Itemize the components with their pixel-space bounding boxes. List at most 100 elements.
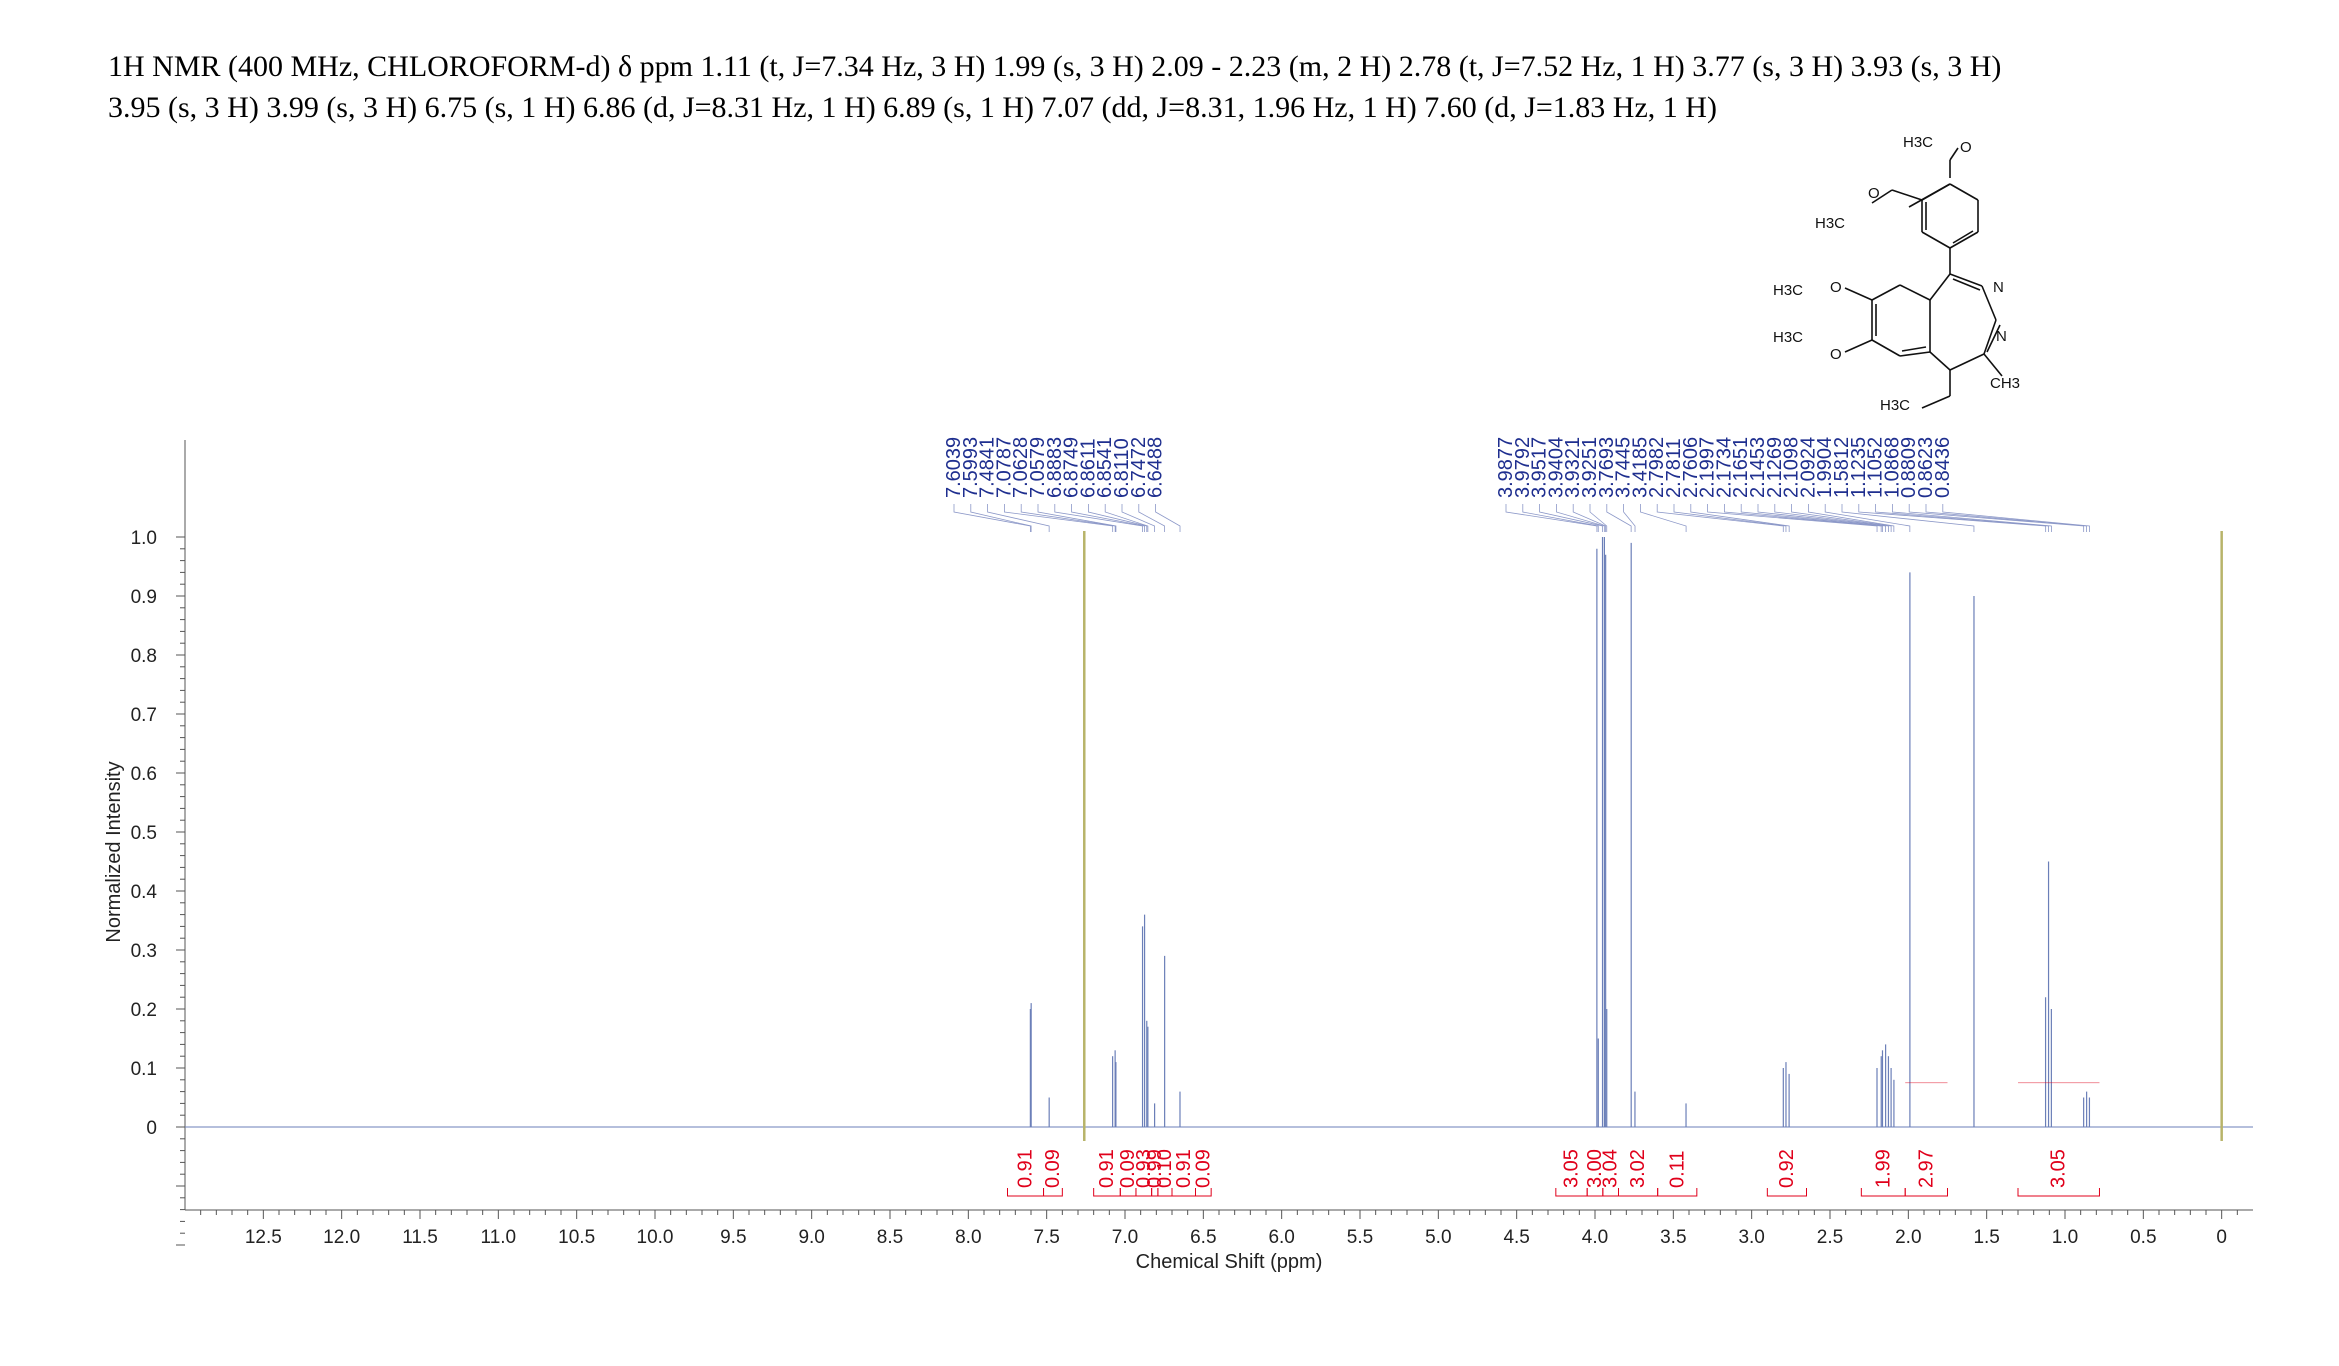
peak-label: 7.6039 <box>943 437 965 498</box>
integral-bracket <box>2017 1188 2100 1197</box>
y-tick-label: 0.2 <box>131 1000 157 1021</box>
integral-bracket <box>1135 1188 1153 1197</box>
integral-value: 3.00 <box>1584 1149 1606 1188</box>
integral-value: 0.11 <box>1666 1151 1688 1188</box>
x-axis-title: Chemical Shift (ppm) <box>1136 1251 1323 1273</box>
x-tick-label: 12.0 <box>323 1227 360 1248</box>
structure-bond <box>1981 285 1997 321</box>
structure-bond <box>1899 284 1931 301</box>
x-tick-label: 2.5 <box>1817 1227 1843 1248</box>
x-tick-label: 3.0 <box>1738 1227 1764 1248</box>
spectrum-trace <box>185 531 2253 1141</box>
integral-value: 0.99 <box>1144 1149 1166 1188</box>
structure-bond <box>1952 278 1981 291</box>
peak-label-leader <box>1892 504 2052 532</box>
peak-label-leader <box>1690 504 1790 532</box>
peak-label: 1.5812 <box>1831 437 1853 498</box>
integral-bracket <box>1904 1188 1948 1197</box>
integral-value: 3.05 <box>1561 1149 1583 1188</box>
structure-atom-label: N <box>1996 328 2007 345</box>
peak-label: 6.8749 <box>1061 437 1083 498</box>
peak-label: 2.1453 <box>1747 437 1769 498</box>
y-tick-label: 0.3 <box>131 941 157 962</box>
peak-label-leader <box>1088 504 1148 532</box>
peak-label: 7.5993 <box>960 437 982 498</box>
peak-label-leader <box>953 504 1031 532</box>
peak-label: 3.7445 <box>1613 437 1635 498</box>
integral-value: 3.04 <box>1600 1149 1622 1188</box>
x-tick-label: 0 <box>2216 1227 2227 1248</box>
integral-bracket <box>1151 1188 1159 1197</box>
y-tick-label: 0.8 <box>131 646 157 667</box>
peak-label-leader <box>1656 504 1784 532</box>
integral-bracket <box>1171 1188 1196 1197</box>
peak-label: 2.7982 <box>1646 437 1668 498</box>
integral-value: 0.09 <box>1192 1149 1214 1188</box>
peak-label-leader <box>1539 504 1603 532</box>
x-tick-label: 7.0 <box>1112 1227 1138 1248</box>
peak-label-leader <box>1104 504 1149 532</box>
nmr-header: 1H NMR (400 MHz, CHLOROFORM-d) δ ppm 1.1… <box>108 46 2318 128</box>
peak-label-leader <box>1824 504 1911 532</box>
peak-label: 0.8809 <box>1898 437 1920 498</box>
peak-label-leader <box>1875 504 2049 532</box>
peak-label-leader <box>1556 504 1605 532</box>
structure-atom-label: O <box>1830 279 1842 296</box>
peak-label-leader <box>1673 504 1787 532</box>
peak-label-leader <box>1791 504 1892 532</box>
integral-value: 0.09 <box>1117 1149 1139 1188</box>
peak-label: 2.1269 <box>1764 437 1786 498</box>
integral-bracket <box>1195 1188 1212 1197</box>
chart-axes: 12.5 12.0 11.5 11.0 10.5 10.0 9.5 9.0 8.5 8.0 7.5 7… <box>103 440 2253 1273</box>
peak-label-leader <box>1606 504 1632 532</box>
peak-label-leader <box>1505 504 1598 532</box>
peak-label: 3.9517 <box>1529 437 1551 498</box>
integral-bracket <box>1555 1188 1588 1197</box>
structure-atom-label: H3C <box>1815 215 1845 232</box>
peak-label: 2.1734 <box>1713 437 1735 498</box>
x-tick-label: 8.5 <box>877 1227 903 1248</box>
peak-label-group: 7.60397.59937.48417.07877.06287.05796.88… <box>943 437 2090 532</box>
structure-bond <box>1901 346 1927 352</box>
integral-bracket <box>1657 1188 1698 1197</box>
peak-label: 3.4185 <box>1629 437 1651 498</box>
y-tick-label: 0.1 <box>131 1059 157 1080</box>
peak-label: 2.0924 <box>1797 437 1819 498</box>
peak-label-leader <box>1707 504 1878 532</box>
integral-bracket <box>1860 1188 1906 1197</box>
peak-label: 6.8541 <box>1094 437 1116 498</box>
peak-label: 6.6488 <box>1145 437 1167 498</box>
integral-group: 0.91 0.09 0.91 0.090.930.990.100.910.09 3.05… <box>1007 1082 2100 1197</box>
structure-bond <box>1921 395 1951 409</box>
structure-bond <box>1949 183 1979 201</box>
peak-label: 6.7472 <box>1128 437 1150 498</box>
x-tick-label: 3.5 <box>1660 1227 1686 1248</box>
x-tick-label: 4.5 <box>1503 1227 1529 1248</box>
structure-bond <box>1929 351 1951 371</box>
y-tick-label: 0.5 <box>131 823 157 844</box>
structure-atom-label: H3C <box>1903 134 1933 151</box>
structure-bond <box>1921 183 1951 201</box>
x-tick-label: 8.0 <box>955 1227 981 1248</box>
integral-value: 0.91 <box>1015 1149 1037 1188</box>
peak-label-leader <box>1908 504 2085 532</box>
x-tick-label: 11.0 <box>481 1227 517 1248</box>
peak-label: 1.1052 <box>1865 437 1887 498</box>
peak-label-leader <box>1071 504 1145 532</box>
peak-label: 2.1997 <box>1697 437 1719 498</box>
peak-label: 3.9792 <box>1512 437 1534 498</box>
peak-label-leader <box>1740 504 1883 532</box>
structure-atom-label: O <box>1960 139 1972 156</box>
peak-label-leader <box>987 504 1050 532</box>
x-tick-label: 12.5 <box>245 1227 282 1248</box>
peak-label: 6.8110 <box>1111 438 1133 498</box>
integral-value: 0.09 <box>1042 1149 1064 1188</box>
peak-label: 2.1098 <box>1781 437 1803 498</box>
structure-bond <box>1844 287 1873 301</box>
nmr-header-line-2: 3.95 (s, 3 H) 3.99 (s, 3 H) 6.75 (s, 1 H… <box>108 91 1717 124</box>
y-tick-label: 0.9 <box>131 587 157 608</box>
x-tick-label: 6.0 <box>1268 1227 1294 1248</box>
y-tick-label: 0.4 <box>131 882 158 903</box>
x-tick-label: 11.5 <box>402 1227 438 1248</box>
peak-label: 0.8436 <box>1932 437 1954 498</box>
